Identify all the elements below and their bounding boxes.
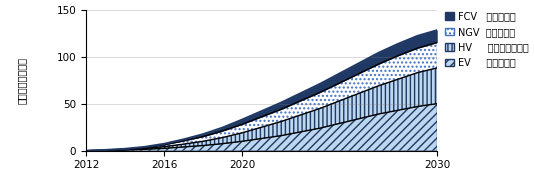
Y-axis label: 販売台数（千台）: 販売台数（千台） <box>17 57 26 104</box>
Legend: FCV   燃料電池車, NGV  天然ガス車, HV     ハイブリッド車, EV     電気自動車: FCV 燃料電池車, NGV 天然ガス車, HV ハイブリッド車, EV 電気自… <box>446 12 529 68</box>
